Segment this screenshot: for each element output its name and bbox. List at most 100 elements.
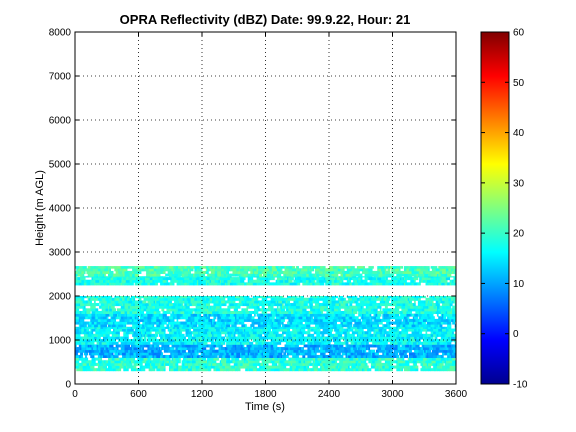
heatmap-cell [135, 368, 138, 372]
heatmap-cell [339, 305, 341, 309]
heatmap-cell [358, 333, 360, 337]
heatmap-cell [315, 268, 320, 272]
heatmap-cell [447, 308, 452, 312]
heatmap-cell [386, 339, 388, 343]
heatmap-cell [287, 277, 289, 281]
heatmap-cell [237, 282, 241, 286]
heatmap-cell [364, 336, 369, 340]
heatmap-cell [114, 268, 118, 272]
heatmap-cell [200, 352, 203, 356]
heatmap-cell [204, 352, 209, 356]
heatmap-cell [307, 318, 310, 322]
heatmap-cell [406, 300, 409, 304]
heatmap-cell [412, 318, 416, 322]
heatmap-cell [383, 365, 386, 369]
heatmap-cell [157, 365, 161, 369]
heatmap-cell [382, 324, 385, 328]
heatmap-cell [114, 333, 117, 337]
heatmap-cell [436, 303, 440, 307]
heatmap-cell [295, 326, 298, 329]
heatmap-cell [309, 300, 313, 304]
heatmap-cell [414, 300, 416, 304]
heatmap-cell [260, 362, 264, 366]
heatmap-cell [254, 276, 259, 278]
heatmap-cell [245, 324, 247, 328]
heatmap-cell [182, 296, 188, 299]
heatmap-cell [329, 282, 332, 286]
heatmap-cell [312, 362, 315, 366]
heatmap-cell [307, 336, 312, 340]
heatmap-cell [254, 344, 259, 348]
heatmap-cell [97, 316, 101, 320]
heatmap-cell [179, 357, 181, 361]
heatmap-cell [184, 276, 188, 278]
heatmap-cell [335, 331, 338, 335]
heatmap-cell [175, 296, 180, 299]
heatmap-cell [161, 308, 165, 312]
heatmap-cell [260, 296, 263, 299]
heatmap-cell [182, 300, 185, 304]
heatmap-cell [387, 362, 391, 366]
heatmap-cell [75, 273, 77, 277]
heatmap-cell [174, 331, 177, 335]
heatmap-cell [83, 305, 86, 309]
heatmap-cell [454, 303, 456, 307]
heatmap-cell [436, 313, 439, 317]
heatmap-cell [254, 347, 258, 351]
heatmap-cell [428, 316, 431, 320]
heatmap-cell [344, 347, 348, 351]
heatmap-cell [379, 333, 385, 337]
heatmap-cell [152, 297, 155, 301]
heatmap-cell [161, 282, 164, 286]
heatmap-cell [388, 276, 392, 278]
heatmap-cell [262, 296, 266, 299]
heatmap-cell [321, 368, 326, 372]
heatmap-cell [91, 344, 95, 348]
heatmap-cell [151, 368, 156, 372]
heatmap-cell [135, 308, 138, 312]
heatmap-cell [374, 360, 378, 364]
heatmap-cell [307, 365, 310, 369]
heatmap-cell [208, 282, 211, 286]
heatmap-cell [355, 357, 359, 361]
heatmap-cell [303, 300, 307, 304]
heatmap-cell [236, 321, 238, 325]
heatmap-cell [430, 277, 435, 281]
heatmap-cell [167, 321, 172, 325]
heatmap-cell [100, 303, 105, 307]
heatmap-cell [453, 344, 456, 348]
heatmap-cell [138, 360, 143, 364]
heatmap-cell [383, 300, 386, 304]
heatmap-cell [177, 349, 181, 353]
heatmap-cell [208, 326, 212, 329]
heatmap-cell [294, 336, 297, 340]
heatmap-cell [372, 305, 374, 309]
heatmap-cell [268, 344, 271, 348]
heatmap-cell [322, 344, 327, 348]
heatmap-cell [207, 357, 211, 361]
heatmap-cell [312, 268, 315, 272]
heatmap-cell [358, 349, 363, 353]
heatmap-cell [83, 279, 87, 283]
heatmap-cell [127, 313, 131, 317]
heatmap-cell [378, 339, 383, 343]
heatmap-cell [303, 268, 308, 272]
heatmap-cell [232, 270, 236, 274]
heatmap-cell [243, 336, 247, 340]
heatmap-cell [392, 279, 395, 283]
heatmap-cell [401, 336, 405, 340]
heatmap-cell [155, 341, 158, 345]
heatmap-cell [323, 326, 329, 329]
heatmap-cell [111, 354, 114, 358]
heatmap-cell [75, 349, 78, 353]
heatmap-cell [243, 277, 246, 281]
heatmap-cell [82, 336, 85, 340]
heatmap-cell [174, 276, 177, 278]
heatmap-cell [238, 333, 242, 337]
heatmap-cell [175, 305, 177, 309]
heatmap-cell [163, 310, 167, 314]
heatmap-cell [268, 303, 271, 307]
heatmap-cell [125, 328, 128, 332]
heatmap-cell [149, 357, 152, 361]
heatmap-cell [248, 297, 252, 301]
